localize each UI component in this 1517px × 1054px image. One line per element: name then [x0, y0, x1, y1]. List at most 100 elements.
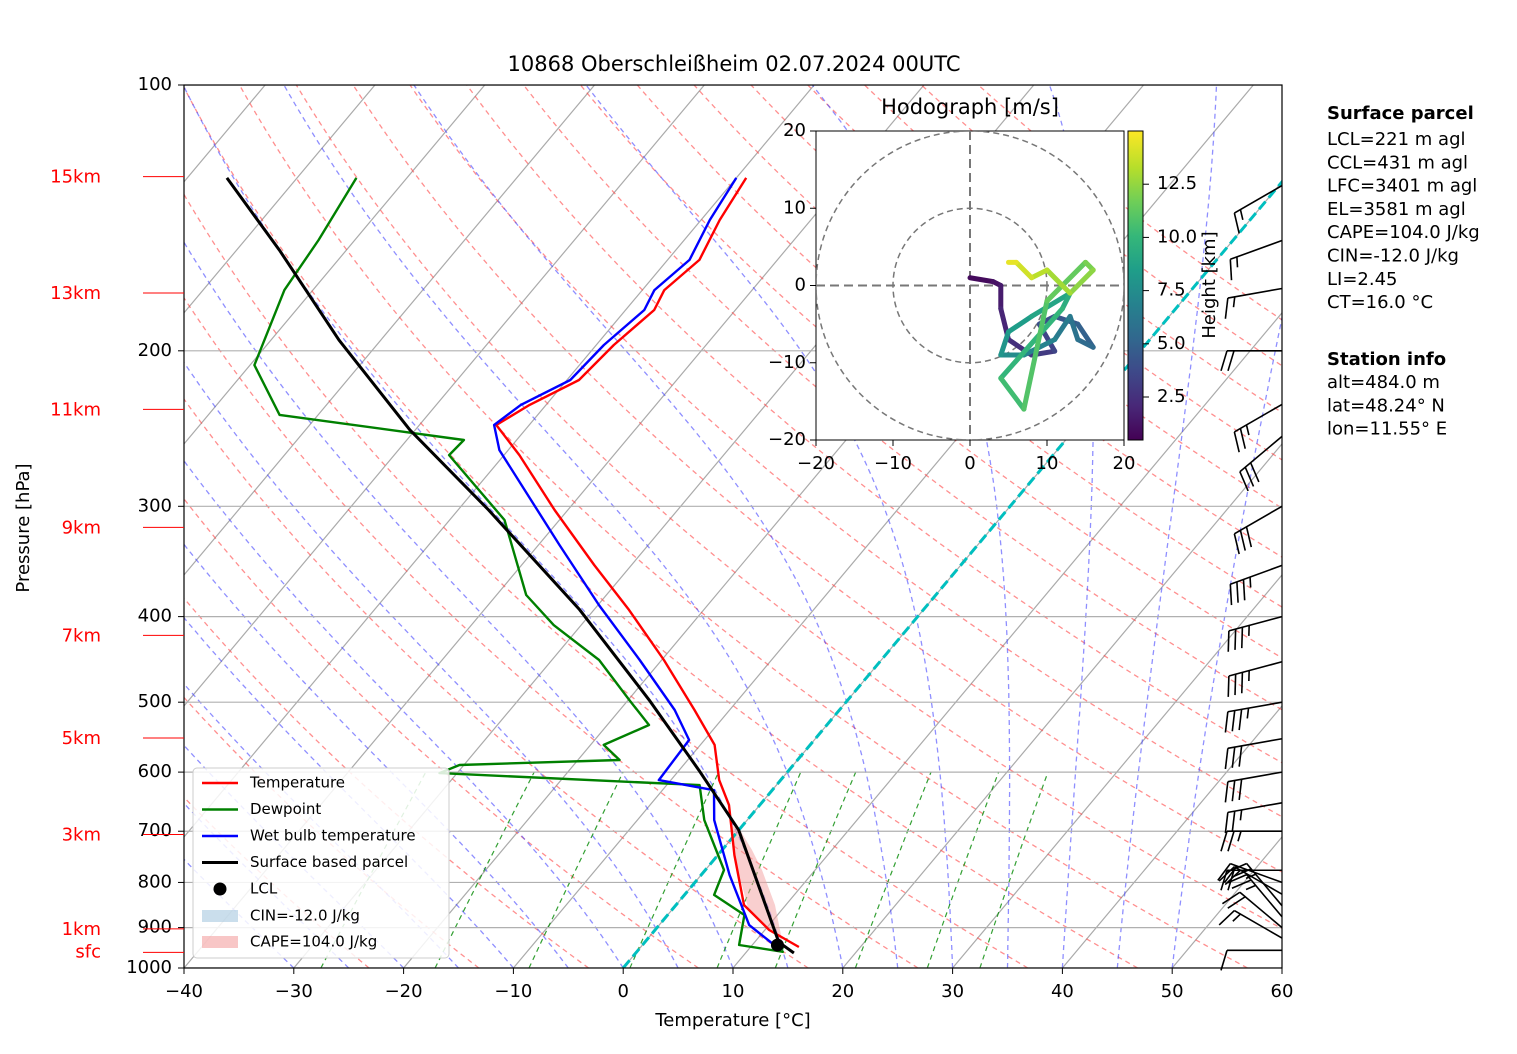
legend-box [192, 767, 450, 959]
moist-adiabat [184, 459, 624, 968]
x-tick-label: −40 [165, 981, 203, 1002]
mixing-ratio-line [434, 771, 535, 968]
hodograph-title: Hodograph [m/s] [881, 95, 1059, 119]
barb-flag [1223, 865, 1238, 884]
hodograph-segment [967, 275, 996, 285]
x-tick-label: −20 [385, 981, 423, 1002]
barb-flag [1227, 350, 1235, 372]
barb-staff [1233, 184, 1283, 214]
y-tick-label: 100 [138, 74, 172, 95]
wind-barb [1220, 949, 1282, 971]
barb-staff [1233, 909, 1283, 939]
freezing-isotherm [622, 179, 1282, 968]
wind-barb [1224, 771, 1283, 803]
legend-label: Temperature [249, 774, 345, 792]
barb-flag [1236, 581, 1239, 603]
wind-barb [1233, 403, 1283, 453]
wind-barb [1227, 615, 1283, 652]
isotherm [952, 573, 1282, 968]
barb-flag [1234, 629, 1237, 650]
barb-staff [1230, 862, 1283, 884]
barb-flag [1233, 431, 1240, 453]
legend-swatch [202, 910, 238, 922]
hodo-y-tick-label: 10 [783, 197, 806, 218]
isotherm [184, 85, 376, 314]
hodograph-segment [1029, 267, 1050, 281]
y-tick-label: 400 [138, 606, 172, 627]
colorbar-tick-label: 7.5 [1157, 280, 1186, 301]
y-tick-label: 300 [138, 495, 172, 516]
hodograph-segment [1021, 298, 1050, 412]
mixing-ratio-line [979, 771, 1049, 968]
barb-staff [1227, 287, 1283, 299]
barb-flag [1227, 675, 1230, 697]
barb-flag [1224, 781, 1229, 803]
x-tick-label: 50 [1161, 981, 1184, 1002]
barb-flag [1224, 297, 1229, 319]
isotherm [184, 85, 596, 576]
info-line: CIN=-12.0 J/kg [1327, 246, 1459, 267]
barb-flag [1231, 780, 1236, 802]
info-line: lat=48.24° N [1327, 395, 1445, 416]
barb-flag [1227, 830, 1235, 852]
barb-flag [1229, 259, 1233, 281]
barb-flag [1218, 866, 1235, 882]
isotherm [1061, 705, 1282, 968]
barb-flag [1224, 812, 1229, 834]
hodograph-segment [998, 306, 1065, 381]
hodo-y-tick-label: 20 [783, 120, 806, 141]
profiles [225, 177, 1282, 968]
hodograph-segment [1013, 259, 1035, 281]
barb-flag [1249, 462, 1260, 483]
info-line: LCL=221 m agl [1327, 129, 1466, 150]
barb-staff [1239, 435, 1283, 473]
y-tick-label: 600 [138, 761, 172, 782]
barb-flag [1227, 896, 1246, 909]
profile-line [253, 177, 784, 954]
isotherm [184, 85, 705, 707]
x-tick-label: 10 [722, 981, 745, 1002]
legend-label: LCL [250, 880, 278, 898]
hodograph-segment [1067, 267, 1096, 296]
legend-label: Wet bulb temperature [250, 827, 416, 845]
height-label: 11km [50, 399, 101, 420]
hodograph-segment [998, 375, 1027, 412]
info-line: LI=2.45 [1327, 269, 1398, 290]
x-tick-label: −30 [275, 981, 313, 1002]
hodo-y-tick-label: 0 [795, 275, 806, 296]
height-label: 5km [62, 728, 101, 749]
moist-adiabat [585, 85, 954, 968]
barb-flag [1221, 891, 1241, 905]
barb-flag [1234, 674, 1237, 696]
info-line: CCL=431 m agl [1327, 152, 1468, 173]
barb-flag [1224, 711, 1229, 733]
barb-staff [1230, 564, 1283, 585]
moist-adiabat [184, 616, 514, 968]
y-tick-label: 1000 [126, 957, 172, 978]
dry-adiabat [352, 85, 1282, 873]
wind-barb [1220, 350, 1282, 372]
hodo-y-tick-label: −20 [768, 429, 806, 450]
info-line: lon=11.55° E [1327, 419, 1447, 440]
dry-adiabat [184, 497, 699, 968]
hodograph: −20 −20 −10 −10 0 0 10 10 20 20 2.5 5.0 7.5 10.0 12.5 [768, 120, 1197, 474]
barb-flag [1239, 209, 1244, 220]
hodograph-segment [1006, 313, 1035, 335]
info-line: EL=3581 m agl [1327, 199, 1466, 220]
barb-flag [1239, 530, 1247, 551]
info-line: CT=16.0 °C [1327, 292, 1433, 313]
legend-swatch [202, 936, 238, 948]
barb-flag [1231, 879, 1252, 890]
legend: Temperature Dewpoint Wet bulb temperature S… [192, 767, 450, 959]
barb-flag [1245, 526, 1253, 548]
profile-line [495, 177, 800, 949]
barb-flag [1220, 830, 1228, 852]
barb-flag [1232, 296, 1236, 308]
barb-staff [1228, 661, 1283, 677]
x-tick-label: 60 [1271, 981, 1294, 1002]
info-heading: Station info [1327, 349, 1446, 370]
hodo-x-tick-label: 0 [964, 453, 975, 474]
info-heading: Surface parcel [1327, 103, 1474, 124]
profile-line [225, 177, 795, 955]
